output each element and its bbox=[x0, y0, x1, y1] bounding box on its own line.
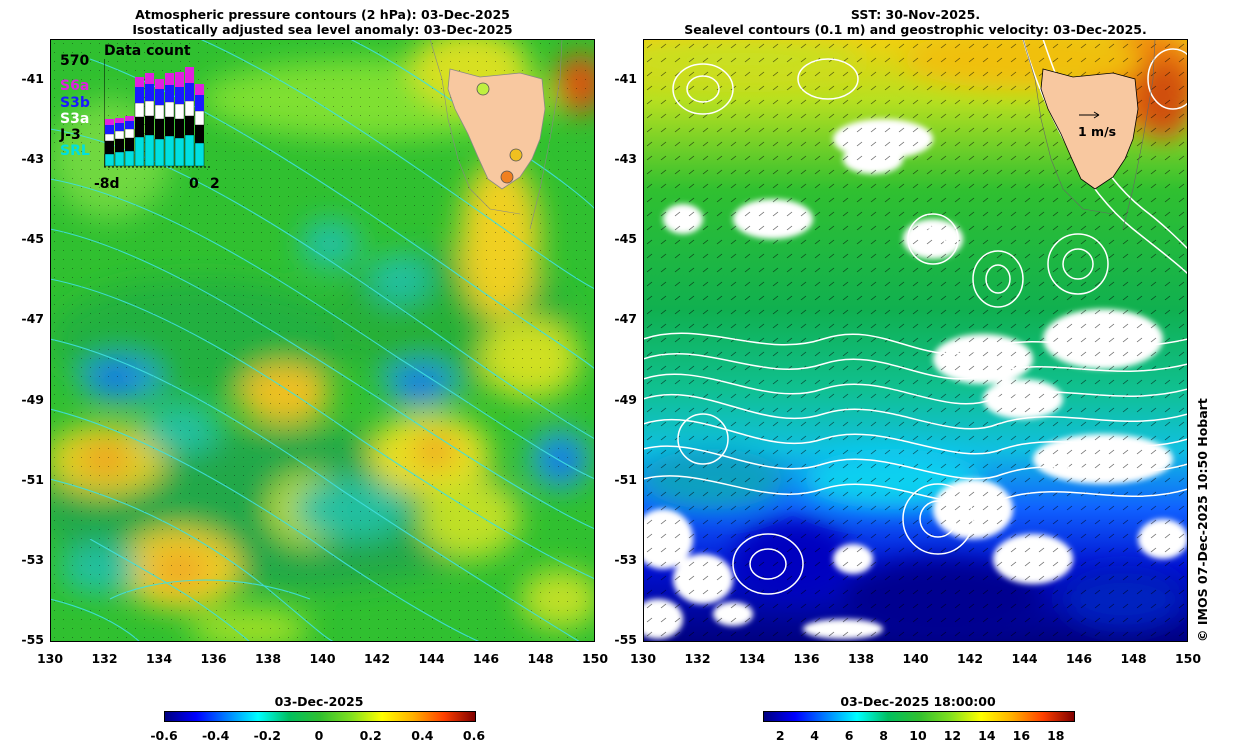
x-tick-label: 130 bbox=[36, 651, 64, 666]
y-tick-label: -47 bbox=[21, 311, 44, 327]
legend-s6a: S6a bbox=[60, 78, 90, 94]
x-tick-label: 148 bbox=[1120, 651, 1147, 666]
y-tick-label: -43 bbox=[21, 151, 44, 167]
colorbar-tick-label: -0.2 bbox=[253, 728, 281, 743]
left-title-line1: Atmospheric pressure contours (2 hPa): 0… bbox=[135, 7, 510, 22]
x-tick-label: 148 bbox=[527, 651, 554, 666]
x-tick-label: 136 bbox=[793, 651, 820, 666]
x-tick-label: 150 bbox=[581, 651, 609, 666]
right-colorbar-title: 03-Dec-2025 18:00:00 bbox=[840, 694, 996, 709]
left-title-line2: Isostatically adjusted sea level anomaly… bbox=[132, 22, 513, 37]
sea-level-anomaly-map bbox=[50, 39, 595, 642]
y-tick-label: -45 bbox=[614, 231, 637, 247]
data-count-inset bbox=[104, 59, 212, 168]
x-tick-label: 146 bbox=[1065, 651, 1093, 666]
y-tick-label: -49 bbox=[21, 391, 44, 407]
bathymetry-line bbox=[1122, 39, 1156, 230]
colorbar-tick-label: -0.4 bbox=[201, 728, 230, 743]
colorbar-tick-label: 14 bbox=[978, 728, 996, 743]
x-tick-label: 146 bbox=[472, 651, 500, 666]
legend-s3a: S3a bbox=[60, 111, 90, 127]
x-tick-label: 142 bbox=[363, 651, 391, 666]
legend-s3b: S3b bbox=[60, 95, 90, 111]
tide-gauge-marker bbox=[500, 170, 514, 184]
tide-gauge-marker bbox=[509, 148, 523, 162]
y-tick-label: -41 bbox=[614, 71, 637, 86]
bathymetry-line bbox=[1022, 39, 1114, 215]
y-tick-label: -55 bbox=[21, 632, 44, 647]
y-tick-label: -55 bbox=[614, 632, 637, 647]
velocity-scale-arrow bbox=[1079, 111, 1100, 119]
map-frame bbox=[50, 39, 595, 642]
y-tick-label: -47 bbox=[614, 311, 637, 327]
colorbar-tick-label: 12 bbox=[943, 728, 962, 743]
left-colorbar bbox=[164, 711, 476, 722]
tasmania-land bbox=[1040, 68, 1139, 190]
inset-max-label: 570 bbox=[60, 53, 90, 69]
x-tick-label: 142 bbox=[956, 651, 984, 666]
y-tick-label: -43 bbox=[614, 151, 637, 167]
x-tick-label: 136 bbox=[200, 651, 227, 666]
imos-credit: © IMOS 07-Dec-2025 10:50 Hobart bbox=[1195, 398, 1210, 642]
y-tick-label: -49 bbox=[614, 391, 637, 407]
x-tick-label: 140 bbox=[902, 651, 929, 666]
colorbar-tick-label: 0.4 bbox=[411, 728, 434, 743]
inset-xlabel-start: -8d bbox=[94, 176, 120, 192]
velocity-scale-label: 1 m/s bbox=[1078, 124, 1117, 139]
y-tick-label: -53 bbox=[21, 551, 44, 567]
inset-xlabel-zero: 0 bbox=[189, 176, 199, 192]
sea-level-contours bbox=[643, 39, 1188, 595]
y-tick-label: -41 bbox=[21, 71, 44, 86]
x-tick-label: 132 bbox=[684, 651, 711, 666]
colorbar-tick-label: -0.6 bbox=[150, 728, 178, 743]
x-tick-label: 138 bbox=[847, 651, 875, 666]
y-tick-label: -45 bbox=[21, 231, 44, 247]
x-tick-label: 144 bbox=[418, 651, 445, 666]
colorbar-tick-label: 2 bbox=[775, 728, 785, 743]
inset-xlabel-two: 2 bbox=[210, 176, 220, 192]
tide-gauge-marker bbox=[476, 82, 490, 96]
colorbar-tick-label: 16 bbox=[1012, 728, 1031, 743]
x-tick-label: 132 bbox=[91, 651, 118, 666]
colorbar-tick-label: 0.2 bbox=[359, 728, 382, 743]
x-tick-label: 140 bbox=[309, 651, 336, 666]
legend-srl: SRL bbox=[60, 143, 90, 159]
bathymetry-line bbox=[529, 39, 563, 230]
left-colorbar-title: 03-Dec-2025 bbox=[274, 694, 364, 709]
data-count-bars bbox=[104, 67, 205, 167]
colorbar-tick-label: 10 bbox=[909, 728, 927, 743]
y-tick-label: -53 bbox=[614, 551, 637, 567]
sst-map bbox=[643, 39, 1188, 642]
colorbar-tick-label: 8 bbox=[879, 728, 888, 743]
colorbar-tick-label: 4 bbox=[810, 728, 819, 743]
colorbar-tick-label: 0.6 bbox=[462, 728, 486, 743]
colorbar-tick-label: 18 bbox=[1047, 728, 1065, 743]
right-title-line2: Sealevel contours (0.1 m) and geostrophi… bbox=[684, 22, 1147, 37]
legend-j3: J-3 bbox=[60, 127, 81, 143]
right-colorbar bbox=[763, 711, 1075, 722]
colorbar-tick-label: 6 bbox=[844, 728, 854, 743]
bathymetry-line bbox=[429, 39, 521, 215]
x-tick-label: 134 bbox=[145, 651, 173, 666]
y-tick-label: -51 bbox=[614, 471, 637, 487]
y-tick-label: -51 bbox=[21, 471, 44, 487]
x-tick-label: 134 bbox=[738, 651, 766, 666]
x-tick-label: 144 bbox=[1011, 651, 1038, 666]
colorbar-tick-label: 0 bbox=[314, 728, 324, 743]
x-tick-label: 150 bbox=[1174, 651, 1202, 666]
x-tick-label: 130 bbox=[629, 651, 657, 666]
inset-title: Data count bbox=[104, 43, 191, 59]
map-frame bbox=[643, 39, 1188, 642]
right-title-line1: SST: 30-Nov-2025. bbox=[850, 7, 981, 22]
x-tick-label: 138 bbox=[254, 651, 282, 666]
